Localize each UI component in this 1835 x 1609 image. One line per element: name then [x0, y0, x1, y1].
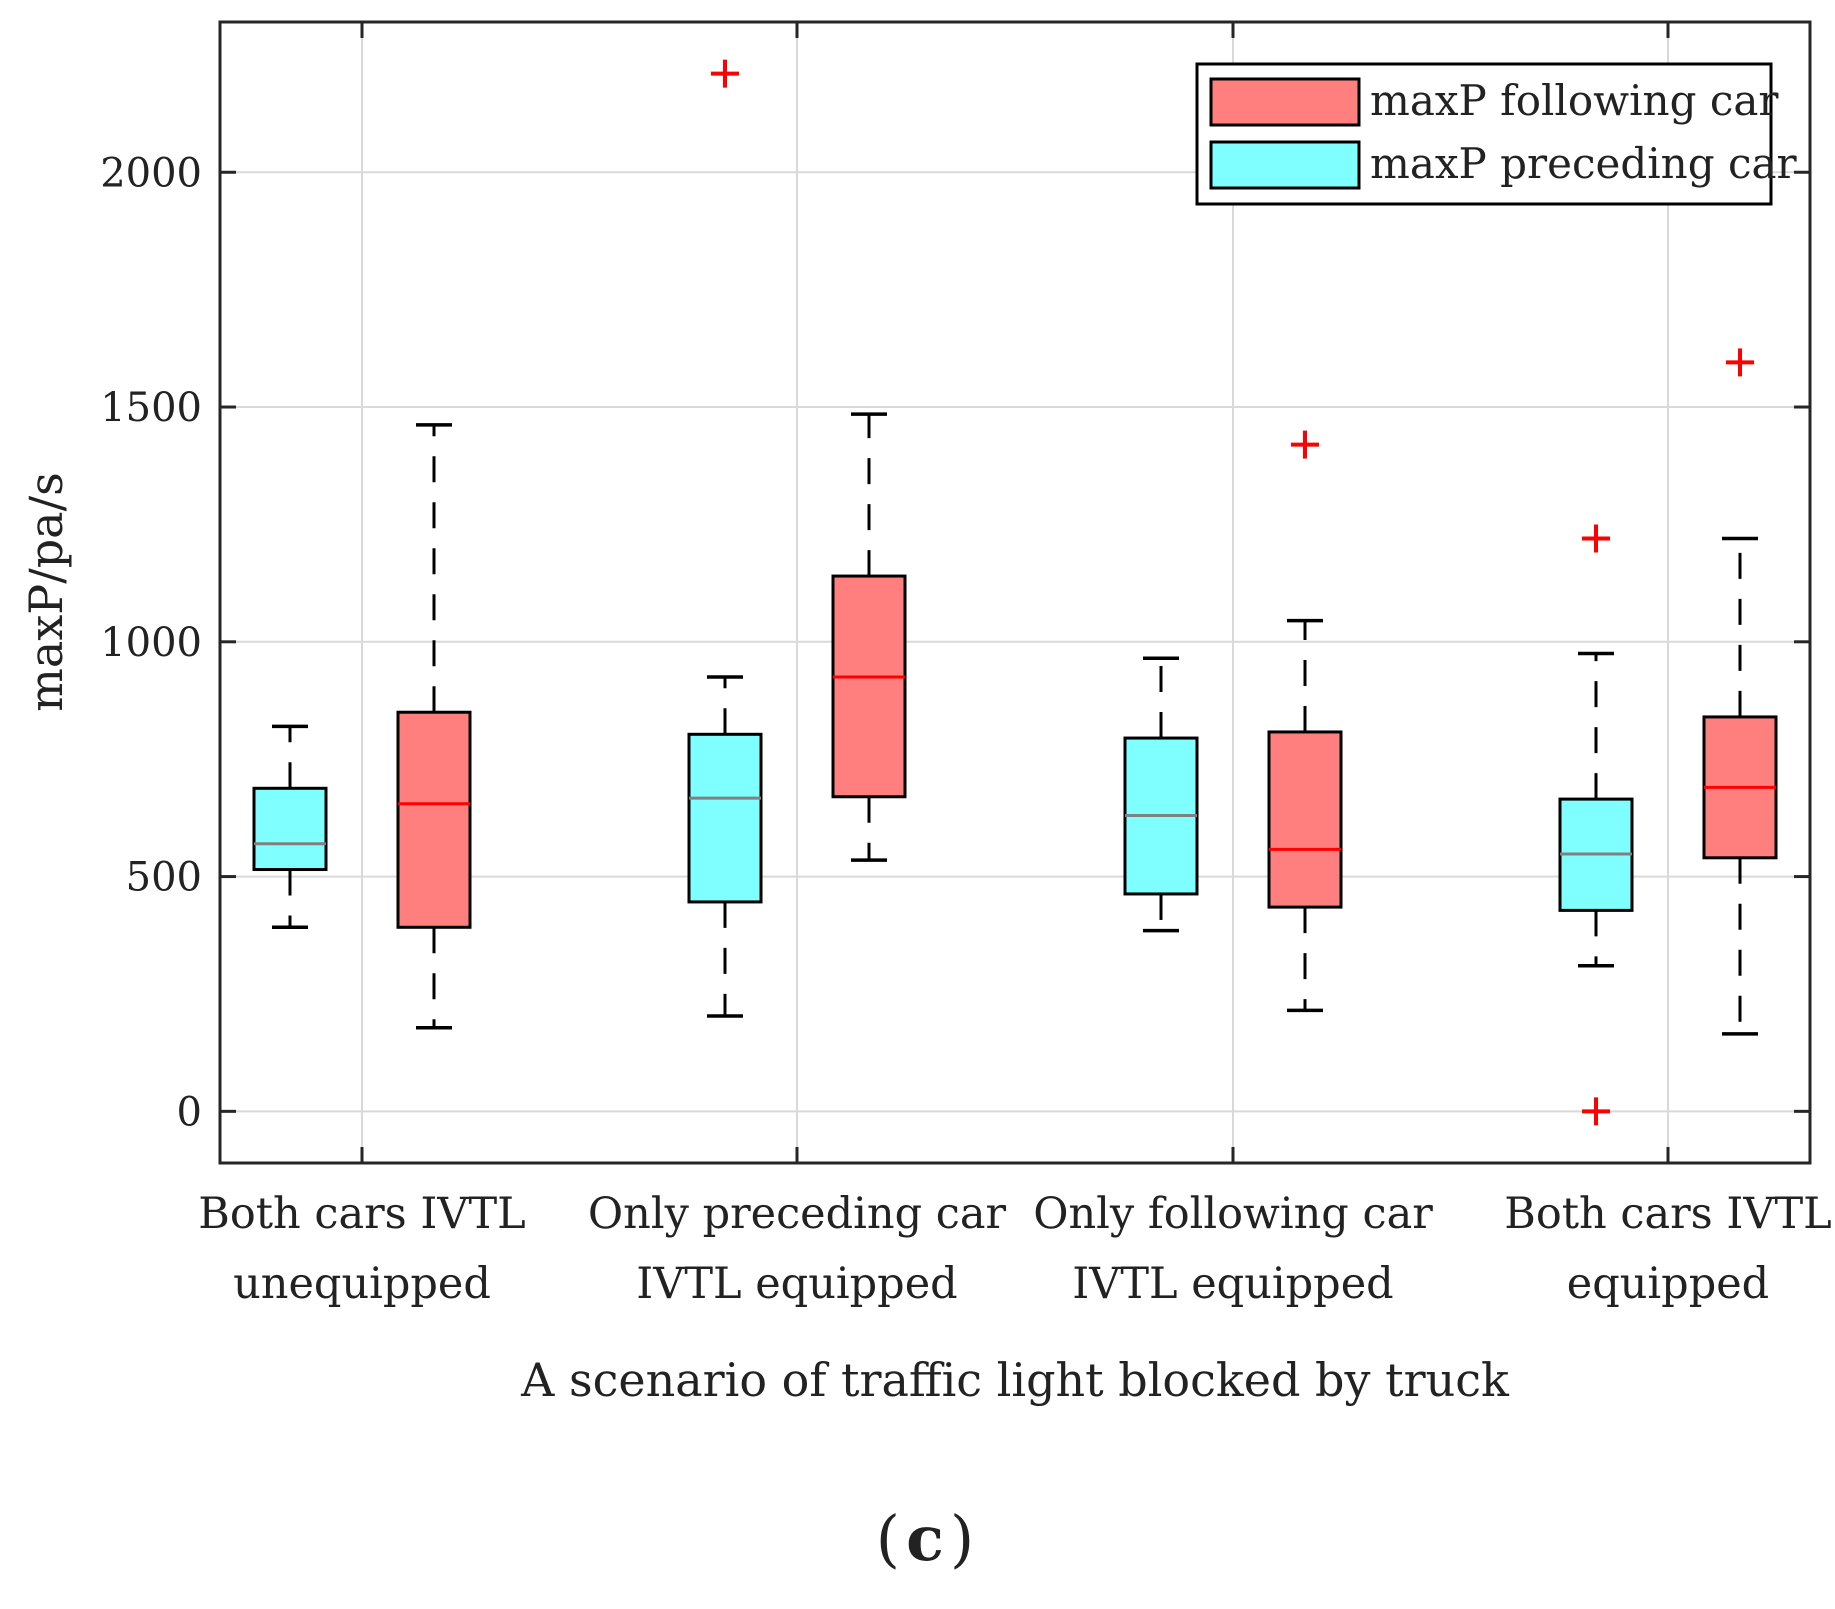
grid	[220, 22, 1810, 1163]
x-tick-label: IVTL equipped	[1072, 1259, 1393, 1309]
y-axis-label: maxP/pa/s	[19, 472, 73, 711]
panel-label-open-paren: (	[876, 1502, 900, 1575]
box-iqr	[252, 786, 328, 872]
axis-ticks: 0 500 1000 1500 2000 Both cars IVTL unequipped…	[100, 22, 1832, 1309]
x-tick-label: Only following car	[1033, 1189, 1433, 1239]
legend-label: maxP following car	[1370, 76, 1779, 125]
box	[1123, 656, 1199, 933]
legend-label: maxP preceding car	[1370, 139, 1798, 188]
x-tick-label: Both cars IVTL	[198, 1189, 525, 1239]
box	[396, 423, 472, 1030]
box	[831, 412, 907, 862]
box-iqr	[831, 574, 907, 799]
y-tick-label: 0	[177, 1089, 202, 1135]
outlier-marker	[1291, 430, 1319, 459]
x-tick-label: Both cars IVTL	[1504, 1189, 1831, 1239]
box	[1558, 524, 1634, 1126]
y-tick-label: 2000	[100, 150, 202, 196]
box-iqr	[1267, 730, 1343, 909]
legend-swatch	[1209, 77, 1361, 127]
outlier-marker	[1582, 524, 1610, 553]
legend-swatch	[1209, 140, 1361, 190]
panel-label: ( c )	[876, 1502, 974, 1575]
box-iqr	[687, 732, 763, 904]
x-tick-label: Only preceding car	[588, 1189, 1007, 1239]
panel-label-close-paren: )	[950, 1502, 974, 1575]
x-tick-label: unequipped	[233, 1259, 491, 1309]
x-tick-label: IVTL equipped	[636, 1259, 957, 1309]
box	[1267, 430, 1343, 1013]
x-axis-label: A scenario of traffic light blocked by t…	[520, 1353, 1510, 1407]
box	[687, 59, 763, 1018]
x-tick-label: equipped	[1567, 1259, 1769, 1309]
panel-label-letter: c	[906, 1502, 944, 1575]
outlier-marker	[1582, 1097, 1610, 1126]
box	[1702, 348, 1778, 1036]
legend: maxP following car maxP preceding car	[1195, 62, 1798, 206]
box-iqr	[396, 710, 472, 929]
plot-frame	[218, 20, 1812, 1165]
outlier-marker	[1726, 348, 1754, 377]
plot-area	[252, 59, 1778, 1126]
outlier-marker	[711, 59, 739, 88]
y-tick-label: 500	[126, 855, 202, 901]
box	[252, 724, 328, 930]
y-tick-label: 1500	[100, 385, 202, 431]
y-tick-label: 1000	[100, 620, 202, 666]
